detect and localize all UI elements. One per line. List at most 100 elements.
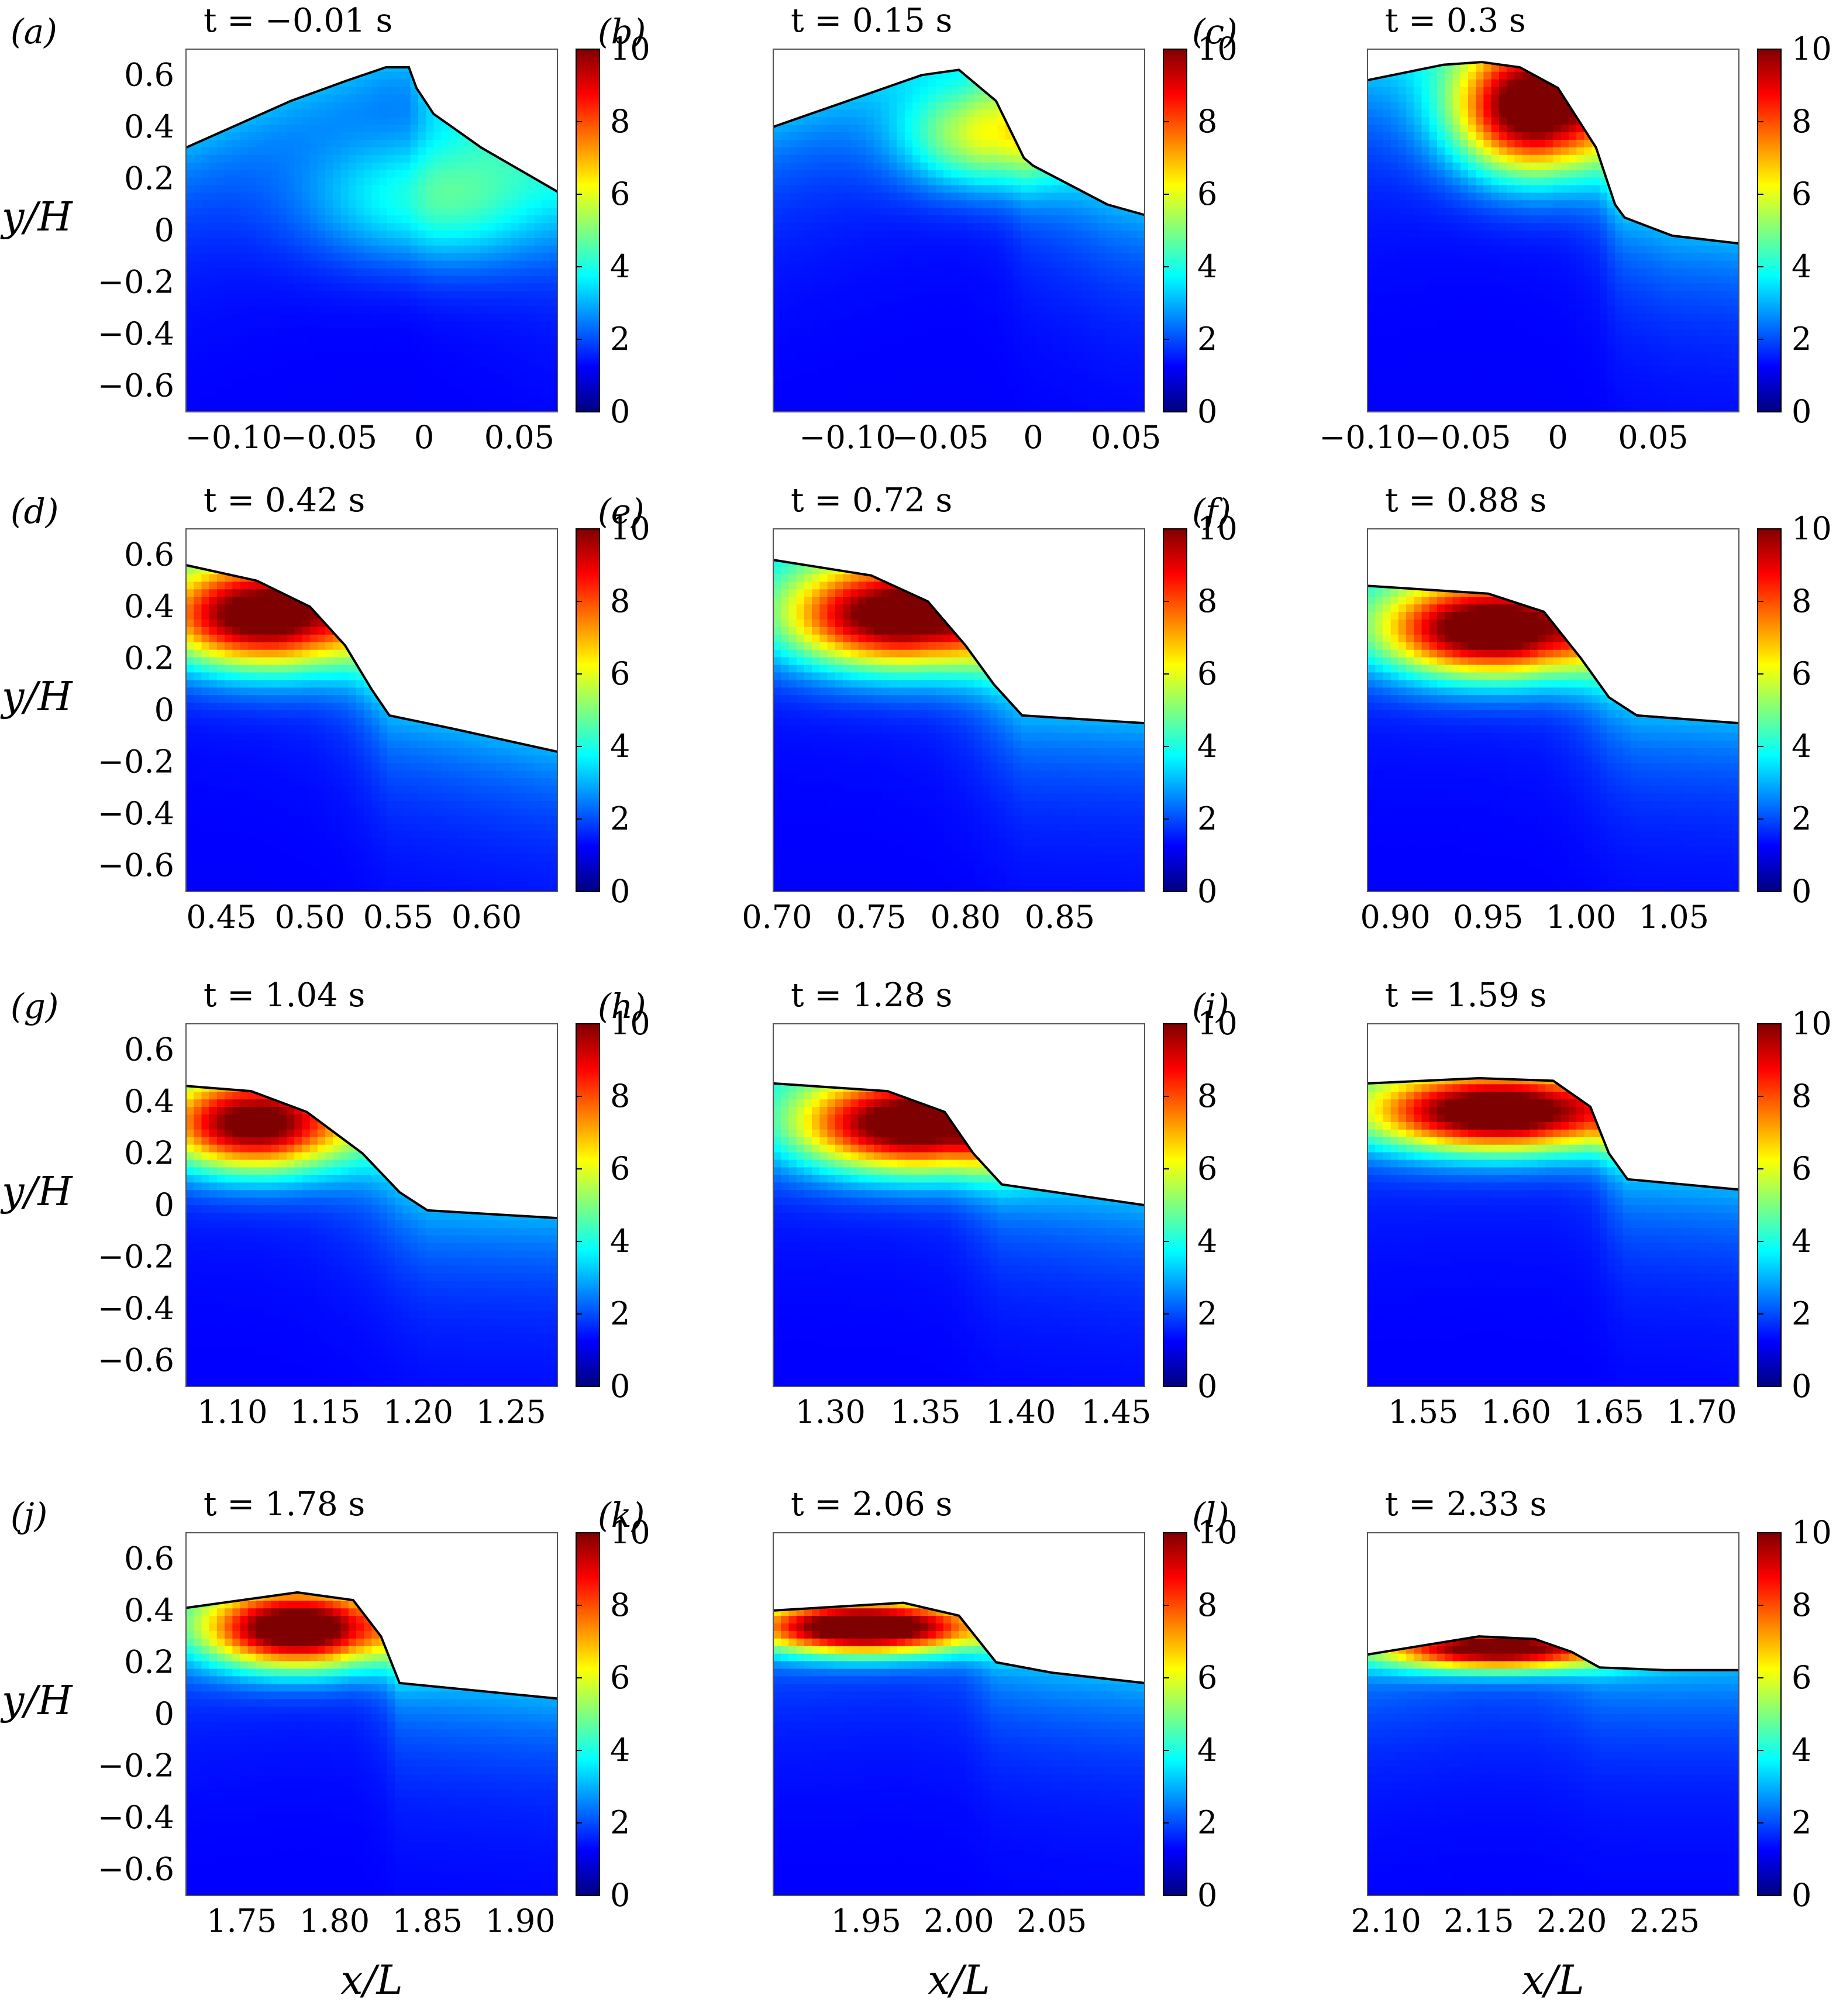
plot-frame — [185, 1023, 558, 1387]
y-tick-label: 0.6 — [124, 1540, 174, 1577]
velocity-field — [773, 1602, 1145, 1895]
colorbar-tick-label: 8 — [1197, 583, 1217, 620]
x-tick-label: 2.15 — [1444, 1903, 1514, 1939]
colorbar-tick-label: 10 — [1197, 510, 1238, 547]
x-tick-label: 1.00 — [1546, 899, 1616, 935]
colorbar-tick-label: 6 — [610, 1659, 630, 1696]
colorbar-tick-label: 4 — [1197, 1223, 1217, 1260]
colorbar-tick-label: 4 — [1197, 248, 1217, 285]
colorbar-tick-label: 8 — [1197, 1587, 1217, 1623]
panel-label: (e) — [598, 491, 645, 531]
x-axis-title: x/L — [1522, 1957, 1584, 2004]
panel-label: (k) — [598, 1495, 645, 1535]
y-tick-label: 0.4 — [124, 108, 174, 145]
colorbar-tick-label: 4 — [1792, 1732, 1811, 1769]
colorbar-tick-label: 10 — [1792, 1005, 1832, 1042]
panel-l: (l) t = 2.33 s 2.10 2.15 2.20 2.25 x/L 0 2 4 6 8 10 — [1192, 1485, 1832, 2004]
colorbar-tick-label: 2 — [610, 800, 630, 837]
velocity-field — [773, 560, 1145, 892]
time-label: t = 2.06 s — [791, 1485, 952, 1523]
panel-b: (b) t = 0.15 s −0.10−0.05 0 0.05 0 2 4 6 8 10 — [598, 2, 1238, 456]
x-tick-label: 2.10 — [1351, 1903, 1421, 1939]
colorbar-tick-label: 10 — [1197, 1005, 1238, 1042]
x-tick-label: −0.10 — [1319, 419, 1415, 456]
x-tick-label: 1.65 — [1574, 1394, 1644, 1430]
x-tick-label: 1.70 — [1666, 1394, 1737, 1430]
x-tick-label: 1.55 — [1388, 1394, 1458, 1430]
colorbar-tick-label: 2 — [1792, 1804, 1811, 1841]
x-tick-label: 1.40 — [986, 1394, 1056, 1430]
panel-label: (i) — [1192, 986, 1229, 1026]
free-surface-line — [185, 66, 559, 193]
x-tick-label: 0.60 — [452, 899, 522, 935]
panel-k: (k) t = 2.06 s 1.95 2.00 2.05 x/L 0 2 4 6 8 10 — [598, 1485, 1238, 2004]
panel-a: (a) t = −0.01 s −0.10−0.05 0 0.05 0.6 0.4 0.2 0 −… — [0, 2, 650, 456]
time-label: t = 2.33 s — [1385, 1485, 1546, 1523]
free-surface-line — [1367, 584, 1739, 725]
plot-frame — [1367, 1023, 1739, 1387]
time-label: t = 0.88 s — [1385, 481, 1546, 520]
plot-frame — [773, 528, 1145, 892]
plot-frame — [185, 1532, 558, 1896]
colorbar — [1758, 1533, 1781, 1895]
colorbar-tick-label: 6 — [1792, 176, 1811, 212]
colorbar-tick-label: 2 — [610, 1804, 630, 1841]
panel-g: (g) t = 1.04 s 1.10 1.15 1.20 1.25 0.6 0.4 0.2 0 −… — [0, 976, 650, 1430]
colorbar-tick-label: 10 — [1792, 30, 1832, 67]
velocity-field — [773, 1083, 1145, 1387]
panel-e: (e) t = 0.72 s 0.70 0.75 0.80 0.85 0 2 4 6 8 10 — [598, 481, 1238, 935]
colorbar-tick-label: 2 — [1792, 1295, 1811, 1332]
x-tick-label: 0 — [1548, 419, 1568, 456]
colorbar — [576, 529, 600, 892]
panel-i: (i) t = 1.59 s 1.55 1.60 1.65 1.70 0 2 4 6 8 10 — [1192, 976, 1832, 1430]
free-surface-line — [1367, 1635, 1739, 1671]
x-tick-label: 0.05 — [1091, 419, 1161, 456]
colorbar-tick-label: 8 — [610, 1078, 630, 1114]
colorbar-tick-label: 8 — [1792, 583, 1811, 620]
x-tick-label: 1.20 — [383, 1394, 453, 1430]
x-tick-label: −0.05 — [280, 419, 377, 456]
velocity-field — [1367, 1636, 1739, 1895]
x-axis-title: x/L — [928, 1957, 990, 2004]
colorbar — [1758, 49, 1781, 412]
colorbar-tick-label: 4 — [1197, 1732, 1217, 1769]
velocity-field — [186, 565, 557, 892]
colorbar — [576, 1533, 600, 1895]
colorbar-tick-label: 2 — [1792, 800, 1811, 837]
colorbar — [1163, 529, 1187, 892]
panel-j: (j) t = 1.78 s 1.75 1.80 1.85 1.90 0.6 0.4 0.2 0 −… — [0, 1485, 650, 2004]
x-tick-label: 0.75 — [836, 899, 906, 935]
colorbar-tick-label: 0 — [1197, 393, 1217, 430]
colorbar — [1758, 1024, 1781, 1387]
x-tick-label: 0.95 — [1453, 899, 1523, 935]
colorbar — [1163, 1024, 1187, 1387]
colorbar-tick-label: 0 — [1197, 1877, 1217, 1914]
velocity-field — [186, 1592, 557, 1895]
x-tick-label: 1.35 — [890, 1394, 960, 1430]
colorbar — [1163, 49, 1187, 412]
x-tick-label: 0.90 — [1360, 899, 1430, 935]
y-axis-title: y/H — [0, 194, 73, 240]
time-label: t = 0.72 s — [791, 481, 952, 520]
time-label: t = 1.59 s — [1385, 976, 1546, 1014]
colorbar-tick-label: 0 — [610, 393, 630, 430]
colorbar-tick-label: 8 — [1792, 103, 1811, 140]
free-surface-line — [185, 1591, 558, 1700]
y-axis-title: y/H — [0, 1169, 73, 1215]
x-tick-label: 1.80 — [299, 1903, 370, 1939]
colorbar-tick-label: 2 — [1197, 321, 1217, 357]
colorbar-tick-label: 8 — [610, 1587, 630, 1623]
colorbar-tick-label: 10 — [610, 1514, 650, 1551]
y-tick-label: 0 — [154, 212, 174, 249]
colorbar-tick-label: 2 — [610, 1295, 630, 1332]
x-tick-label: 1.30 — [795, 1394, 866, 1430]
x-axis-title: x/L — [340, 1957, 402, 2004]
panel-label: (d) — [11, 491, 58, 531]
x-tick-label: 1.45 — [1081, 1394, 1151, 1430]
free-surface-line — [773, 1082, 1145, 1206]
free-surface-line — [773, 1601, 1145, 1684]
colorbar-tick-label: 10 — [610, 1005, 650, 1042]
colorbar-tick-label: 0 — [1792, 393, 1811, 430]
colorbar-tick-label: 6 — [1197, 176, 1217, 212]
panel-h: (h) t = 1.28 s 1.30 1.35 1.40 1.45 0 2 4 6 8 10 — [598, 976, 1238, 1430]
